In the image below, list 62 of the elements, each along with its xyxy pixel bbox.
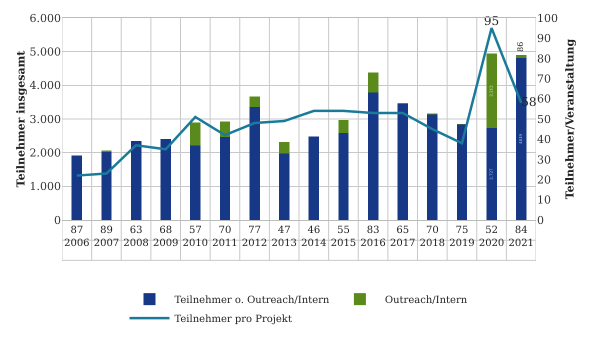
x-tick-label: 65 2017 bbox=[390, 225, 416, 249]
x-tick-label: 83 2016 bbox=[360, 225, 386, 249]
y2-tick-label: 0 bbox=[537, 214, 544, 227]
bar bbox=[456, 124, 468, 220]
x-tick-label: 84 2021 bbox=[508, 225, 534, 249]
bar bbox=[160, 139, 171, 220]
bar bbox=[338, 133, 349, 220]
bar bbox=[486, 54, 497, 128]
bar bbox=[338, 120, 349, 134]
x-tick-label: 87 2006 bbox=[64, 225, 90, 249]
bar bbox=[190, 146, 200, 220]
bar bbox=[72, 155, 82, 220]
bar bbox=[308, 136, 319, 220]
bar bbox=[516, 54, 526, 58]
y2-tick-label: 10 bbox=[537, 194, 551, 207]
data-label: 86 bbox=[516, 42, 525, 52]
y2-tick-label: 50 bbox=[537, 112, 551, 126]
bar bbox=[279, 153, 290, 220]
y-tick-label: 4.000 bbox=[30, 79, 61, 92]
x-tick-label: 70 2011 bbox=[212, 225, 238, 249]
y2-tick-label: 60 bbox=[537, 92, 551, 106]
x-tick-label: 89 2007 bbox=[94, 225, 120, 249]
bar bbox=[190, 122, 200, 146]
bar bbox=[130, 140, 142, 220]
legend-label: Outreach/Intern bbox=[384, 295, 468, 306]
y2-tick-label: 80 bbox=[537, 52, 551, 66]
bar bbox=[249, 96, 260, 107]
y-tick-label: 2.000 bbox=[30, 146, 61, 160]
bar bbox=[398, 104, 408, 220]
y2-tick-label: 30 bbox=[537, 153, 551, 166]
y2-tick-label: 40 bbox=[537, 133, 551, 146]
y-tick-label: 1.000 bbox=[30, 180, 61, 194]
bar bbox=[220, 137, 230, 220]
x-tick-label: 46 2014 bbox=[301, 225, 327, 249]
y-tick-label: 3.000 bbox=[30, 112, 61, 126]
bar bbox=[368, 72, 378, 93]
x-tick-label: 63 2008 bbox=[123, 225, 149, 249]
x-tick-label: 52 2020 bbox=[478, 225, 504, 249]
bar bbox=[486, 128, 497, 220]
x-tick-label: 77 2012 bbox=[242, 225, 268, 249]
bar bbox=[368, 92, 378, 220]
y-tick-label: 0 bbox=[54, 214, 61, 227]
x-tick-label: 68 2009 bbox=[152, 225, 178, 249]
y-axis-title: Teilnehmer insgesamt bbox=[14, 50, 28, 188]
x-tick-label: 47 2013 bbox=[271, 225, 297, 249]
bar bbox=[249, 106, 260, 220]
bar bbox=[101, 152, 112, 220]
bar bbox=[427, 114, 438, 220]
x-tick-label: 55 2015 bbox=[330, 225, 356, 249]
legend-label: Teilnehmer pro Projekt bbox=[174, 314, 292, 326]
y2-tick-label: 90 bbox=[537, 32, 551, 46]
y2-tick-label: 20 bbox=[537, 173, 551, 186]
x-tick-label: 70 2018 bbox=[420, 225, 446, 249]
x-tick-label: 75 2019 bbox=[449, 225, 475, 249]
legend-label: Teilnehmer o. Outreach/Intern bbox=[174, 295, 330, 306]
x-tick-label: 57 2010 bbox=[182, 225, 208, 249]
bar bbox=[279, 142, 290, 154]
y2-tick-label: 100 bbox=[537, 12, 558, 25]
y-tick-label: 6.000 bbox=[30, 12, 61, 25]
y2-tick-label: 70 bbox=[537, 72, 551, 86]
y2-axis-title: Teilnehmer/Veranstaltung bbox=[564, 38, 576, 200]
y-tick-label: 5.000 bbox=[30, 46, 61, 59]
